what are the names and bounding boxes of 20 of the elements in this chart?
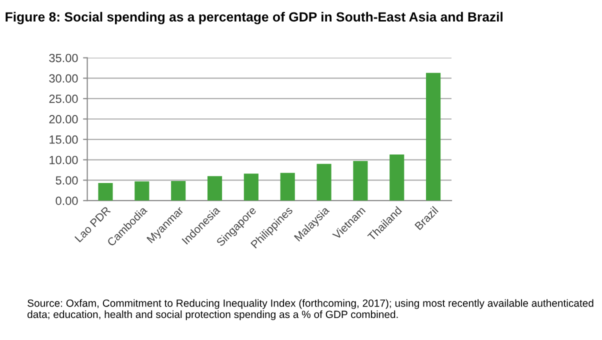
bar [171,181,186,201]
bar [353,161,368,201]
y-tick-label: 0.00 [56,196,78,205]
source-note: Source: Oxfam, Commitment to Reducing Inequality Index (forthcoming, 2017); using most recently available authenticated data; education, health and social protection spending as a % of GDP combined. [28,299,594,320]
bar [316,164,332,201]
bar [134,181,150,201]
y-tick-label: 35.00 [49,54,78,62]
y-tick-label: 30.00 [49,74,78,83]
bar [280,172,295,201]
bar [390,154,404,201]
y-tick-label: 15.00 [50,135,78,144]
y-tick-label: 20.00 [49,115,78,124]
bar [426,72,441,201]
y-tick-label: 10.00 [50,156,78,164]
bar [207,176,222,201]
chart-title: Figure 8: Social spending as a percentage of GDP in South-East Asia and Brazil [6,12,502,24]
y-tick-label: 5.00 [56,176,78,185]
bar [98,183,113,201]
bar [244,174,258,201]
y-tick-label: 25.00 [49,94,78,103]
